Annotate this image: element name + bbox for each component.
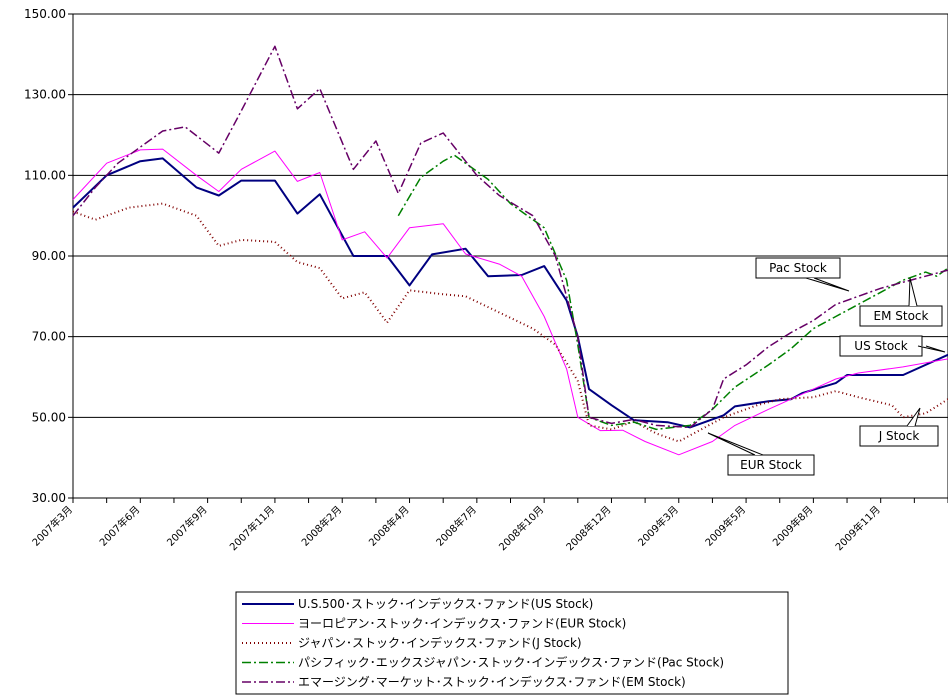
- y-tick-label: 150.00: [24, 7, 66, 21]
- callout-label: Pac Stock: [769, 261, 827, 275]
- legend-label: U.S.500･ストック･インデックス･ファンド(US Stock): [298, 596, 593, 611]
- callout-label: US Stock: [854, 339, 907, 353]
- y-tick-label: 50.00: [32, 410, 66, 424]
- y-tick-label: 70.00: [32, 330, 66, 344]
- legend-label: ジャパン･ストック･インデックス･ファンド(J Stock): [298, 635, 582, 650]
- legend-label: エマージング･マーケット･ストック･インデックス･ファンド(EM Stock): [298, 674, 686, 689]
- y-tick-label: 130.00: [24, 88, 66, 102]
- callout-label: EUR Stock: [740, 458, 802, 472]
- callout-label: J Stock: [878, 429, 920, 443]
- legend: U.S.500･ストック･インデックス･ファンド(US Stock) ヨーロピアン…: [236, 592, 788, 694]
- callout-label: EM Stock: [874, 309, 929, 323]
- y-tick-label: 90.00: [32, 249, 66, 263]
- y-tick-label: 30.00: [32, 491, 66, 505]
- legend-label: ヨーロピアン･ストック･インデックス･ファンド(EUR Stock): [298, 616, 626, 631]
- y-tick-label: 110.00: [24, 168, 66, 182]
- legend-label: パシフィック･エックスジャパン･ストック･インデックス･ファンド(Pac Sto…: [298, 655, 724, 670]
